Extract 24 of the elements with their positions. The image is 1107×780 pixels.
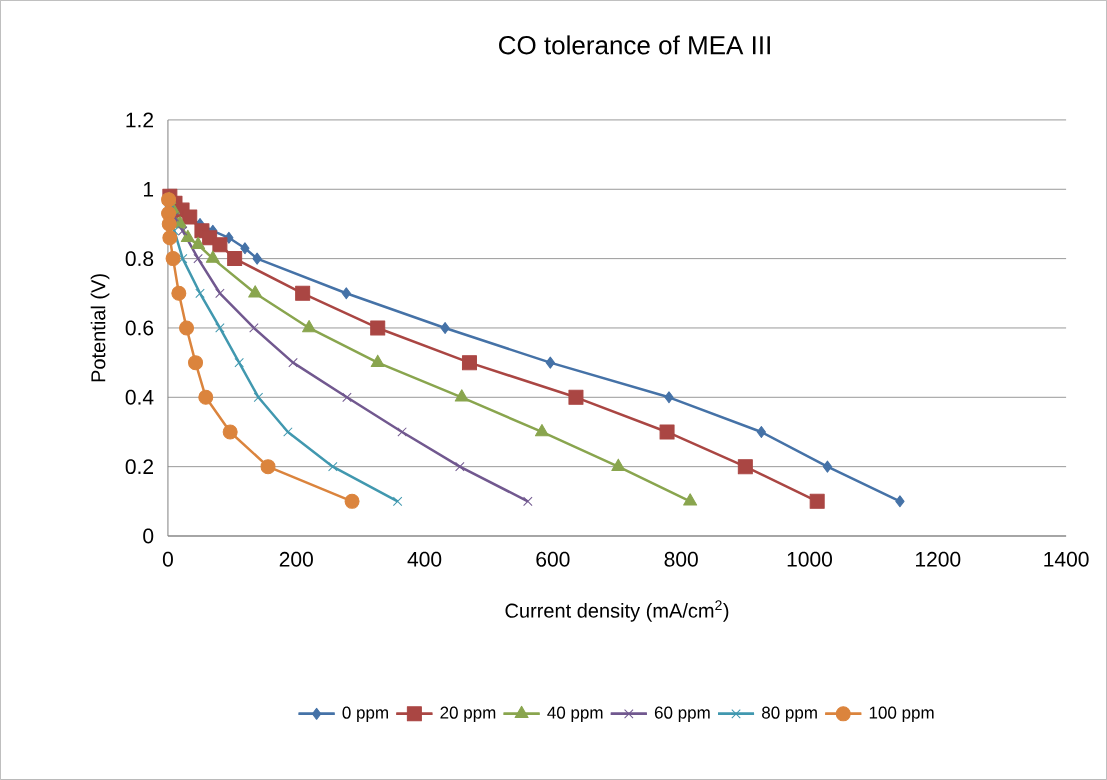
y-tick-label: 0.6	[125, 320, 154, 336]
legend-label: 100 ppm	[869, 706, 934, 723]
y-tick-label: 0	[143, 528, 154, 544]
x-tick-label: 0	[162, 551, 173, 567]
x-tick-label: 400	[407, 551, 442, 567]
x-tick-label: 600	[536, 551, 570, 567]
y-tick-label: 1.2	[126, 112, 153, 128]
x-tick-label: 1400	[1044, 551, 1089, 567]
legend-label: 20 ppm	[440, 706, 496, 723]
y-tick-label: 0.8	[125, 251, 154, 267]
y-tick-label: 1	[143, 182, 154, 197]
y-axis-title: Potential (V)	[90, 274, 110, 382]
x-tick-label: 200	[279, 551, 313, 567]
y-tick-label: 0.4	[125, 389, 154, 405]
legend-label: 40 ppm	[547, 706, 603, 723]
y-tick-label: 0.2	[125, 459, 153, 475]
x-tick-label: 800	[664, 551, 698, 567]
x-tick-label: 1200	[916, 551, 961, 567]
chart-title: CO tolerance of MEA III	[499, 35, 770, 55]
legend-label: 0 ppm	[342, 706, 388, 723]
x-tick-label: 1000	[787, 551, 833, 567]
x-axis-title: Current density (mA/cm$^{2}$)	[505, 600, 729, 622]
legend-label: 80 ppm	[762, 706, 817, 723]
legend-label: 60 ppm	[654, 706, 710, 723]
